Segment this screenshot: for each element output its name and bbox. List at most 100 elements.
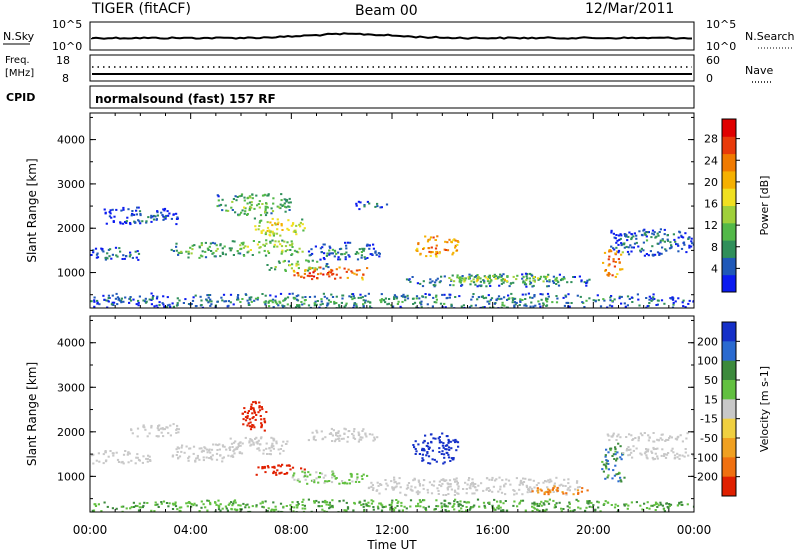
colorbar: 4 8 12 16 20 24 28 Power [dB] [704, 118, 771, 293]
echo-region [355, 200, 389, 211]
colorbar-swatch [722, 188, 736, 206]
echo-region [602, 249, 624, 278]
colorbar-swatch [722, 136, 736, 155]
colorbar-frame [721, 118, 737, 293]
panel-frame [89, 315, 695, 513]
echo-region [412, 432, 460, 465]
colorbar-tick-label: 24 [704, 154, 718, 167]
panel-frame [89, 112, 695, 309]
x-tick-label: 20:00 [576, 523, 611, 537]
echo-region [170, 241, 227, 259]
colorbar-swatch [722, 170, 736, 189]
freq-tick-top: 18 [56, 54, 70, 67]
colorbar-tick-label: -200 [693, 471, 718, 484]
colorbar-swatch [722, 360, 736, 381]
colorbar-label: Velocity [m s-1] [758, 366, 771, 452]
y-tick-label: 3000 [57, 381, 85, 394]
echo-region [307, 427, 379, 443]
echo-region [241, 400, 268, 432]
y-axis-label: Slant Range [km] [25, 158, 39, 262]
y-axis-label: Slant Range [km] [25, 362, 39, 466]
echo-region [171, 443, 242, 463]
echo-region [601, 442, 626, 483]
echo-region [622, 445, 694, 461]
cpid-label: CPID [6, 91, 35, 104]
colorbar-swatch [722, 257, 736, 276]
colorbar-tick-label: 8 [711, 241, 718, 254]
x-tick-label: 16:00 [475, 523, 510, 537]
colorbar-tick-label: 15 [704, 393, 718, 406]
echo-region [292, 266, 369, 281]
y-tick-label: 4000 [57, 337, 85, 350]
y-tick-label: 4000 [57, 134, 85, 147]
colorbar-swatch [722, 399, 736, 420]
time-axis: 00:00 04:00 08:00 12:00 16:00 20:00 00:00 Time … [73, 523, 712, 552]
echo-region [103, 206, 179, 226]
y-tick-label: 3000 [57, 178, 85, 191]
colorbar-tick-label: 28 [704, 133, 718, 146]
echo-layer [90, 193, 694, 308]
colorbar-swatch [722, 240, 736, 258]
nsearch-tick-bottom: 10^0 [706, 40, 736, 53]
nave-tick-bottom: 0 [706, 72, 713, 85]
y-tick-label: 2000 [57, 222, 85, 235]
colorbar-swatch [722, 457, 736, 478]
nsky-panel-frame [89, 21, 695, 51]
x-tick-label: 08:00 [274, 523, 309, 537]
echo-region [266, 259, 330, 272]
colorbar-tick-label: 20 [704, 176, 718, 189]
echo-region [255, 463, 306, 476]
beam-label: Beam 00 [355, 3, 418, 19]
echo-region [307, 241, 381, 261]
cpid-panel-frame [89, 85, 695, 109]
colorbar-tick-label: 12 [704, 219, 718, 232]
echo-region [216, 193, 292, 217]
colorbar-tick-label: -100 [693, 451, 718, 464]
x-tick-label: 04:00 [173, 523, 208, 537]
echo-region [367, 476, 581, 497]
echo-region [90, 292, 694, 308]
x-tick-label: 00:00 [677, 523, 712, 537]
nsearch-label: N.Search [745, 30, 795, 43]
nave-tick-top: 60 [706, 54, 720, 67]
colorbar-tick-label: -50 [700, 432, 718, 445]
velocity-panel: 1000 2000 3000 4000 Slant Range [km] 200 100 50… [25, 315, 771, 513]
echo-region [91, 498, 694, 512]
y-tick-label: 2000 [57, 426, 85, 439]
colorbar-tick-label: 200 [697, 335, 718, 348]
colorbar-swatch [722, 119, 736, 137]
nsky-trace [91, 32, 692, 40]
colorbar-swatch [722, 322, 736, 342]
nave-label: Nave [745, 64, 773, 77]
colorbar-frame [721, 321, 737, 497]
cpid-text: normalsound (fast) 157 RF [95, 92, 276, 106]
colorbar-swatch [722, 476, 736, 497]
echo-region [91, 450, 152, 465]
freq-label-line2: [MHz] [5, 68, 34, 79]
colorbar-label: Power [dB] [758, 176, 771, 236]
y-tick-label: 1000 [57, 470, 85, 483]
colorbar-swatch [722, 153, 736, 172]
colorbar: 200 100 50 15 -15 -50 -100 -200 Velocity [m s-1] [693, 321, 771, 497]
echo-region [90, 246, 141, 261]
colorbar-swatch [722, 380, 736, 400]
freq-label-line1: Freq. [5, 55, 30, 66]
echo-layer [91, 400, 694, 512]
colorbar-tick-label: 100 [697, 355, 718, 368]
echo-region [606, 432, 689, 443]
echo-region [531, 485, 589, 496]
x-tick-label: 12:00 [375, 523, 410, 537]
echo-region [405, 272, 591, 288]
colorbar-tick-label: 4 [711, 262, 718, 275]
x-tick-label: 00:00 [73, 523, 108, 537]
echo-region [228, 239, 304, 257]
echo-region [253, 217, 306, 237]
colorbar-swatch [722, 438, 736, 458]
echo-region [228, 436, 289, 456]
echo-region [415, 235, 460, 258]
colorbar-swatch [722, 222, 736, 241]
echo-region [291, 470, 369, 485]
echo-region [130, 423, 180, 438]
nsky-tick-bottom: 10^0 [52, 40, 82, 53]
